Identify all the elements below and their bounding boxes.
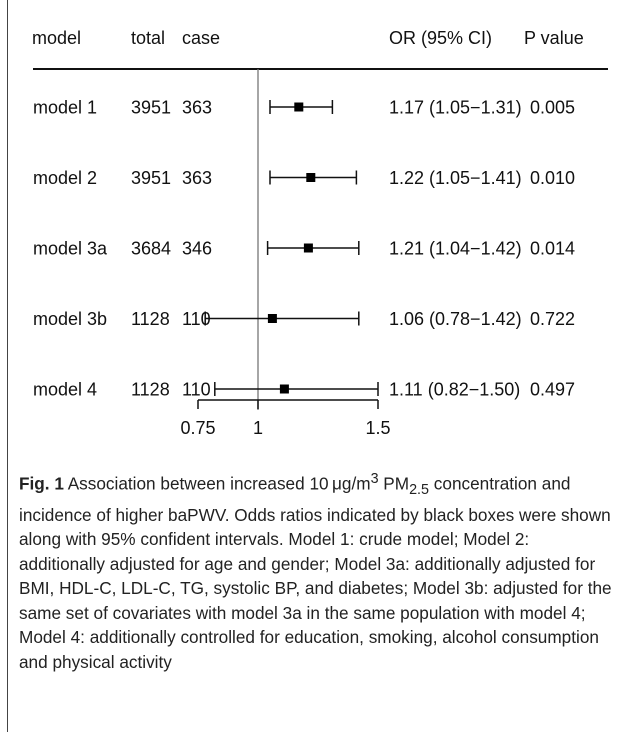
row-case-value: 363 [182,98,212,118]
forest-rows: model 1 3951 363 1.17 (1.05−1.31) 0.005model… [33,98,575,400]
forest-row: model 3a 3684 346 1.21 (1.04−1.42) 0.014 [33,239,575,259]
row-model-label: model 3b [33,309,107,329]
header-total: total [131,28,165,48]
x-tick-label: 1 [253,418,263,438]
row-p-value: 0.010 [530,168,575,188]
figure-label: Fig. 1 [19,473,64,494]
row-total-value: 1128 [131,380,170,400]
row-or-ci-text: 1.17 (1.05−1.31) [389,98,522,118]
row-total-value: 3951 [131,98,171,118]
column-headers: model total case OR (95% CI) P value [32,28,584,48]
or-point-marker [303,243,313,253]
header-case: case [182,28,220,48]
caption-subscript: 2.5 [409,482,430,499]
row-or-ci-text: 1.11 (0.82−1.50) [389,380,520,400]
caption-superscript: 3 [370,471,379,488]
row-model-label: model 2 [33,168,97,188]
row-case-value: 110 [182,380,211,400]
x-axis: 0.75 1 1.5 [180,399,391,438]
row-p-value: 0.497 [530,380,575,400]
caption-part-2: PM [378,473,410,494]
x-tick-label: 1.5 [365,418,390,438]
caption-part-3: concentration and incidence of higher ba… [19,473,612,672]
row-or-ci-text: 1.21 (1.04−1.42) [389,239,522,259]
forest-row: model 1 3951 363 1.17 (1.05−1.31) 0.005 [33,98,575,118]
figure-left-rule [7,0,8,732]
header-or-ci: OR (95% CI) [389,28,492,48]
row-model-label: model 3a [33,239,108,259]
row-or-ci-text: 1.22 (1.05−1.41) [389,168,522,188]
row-total-value: 1128 [131,309,170,329]
x-tick-label: 0.75 [180,418,215,438]
or-point-marker [267,314,277,323]
header-model: model [32,28,81,48]
row-p-value: 0.722 [530,309,575,329]
row-model-label: model 1 [33,98,97,118]
row-p-value: 0.005 [530,98,575,118]
forest-row: model 3b 1128 110 1.06 (0.78−1.42) 0.722 [33,309,575,329]
forest-plot: model total case OR (95% CI) P value mod… [32,28,608,438]
row-p-value: 0.014 [530,239,575,259]
row-case-value: 110 [182,309,211,329]
row-total-value: 3951 [131,168,171,188]
figure-caption: Fig. 1 Association between increased 10 … [19,467,617,674]
row-case-value: 346 [182,239,212,259]
or-point-marker [306,173,316,182]
header-p-value: P value [524,28,584,48]
row-model-label: model 4 [33,380,97,400]
or-point-marker [294,102,304,112]
row-total-value: 3684 [131,239,171,259]
row-or-ci-text: 1.06 (0.78−1.42) [389,309,522,329]
caption-part-1: Association between increased 10 μg/m [67,473,371,494]
row-case-value: 363 [182,168,212,188]
forest-row: model 2 3951 363 1.22 (1.05−1.41) 0.010 [33,168,575,188]
or-point-marker [279,384,289,394]
forest-row: model 4 1128 110 1.11 (0.82−1.50) 0.497 [33,380,575,400]
